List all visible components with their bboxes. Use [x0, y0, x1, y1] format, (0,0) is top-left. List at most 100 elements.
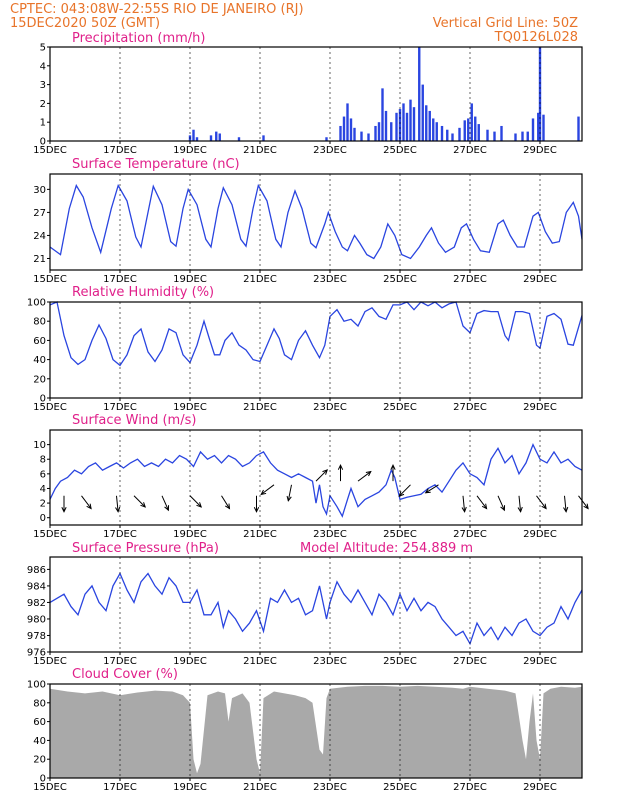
wind-ytick-label: 2: [40, 499, 46, 510]
model-altitude-label: Model Altitude: 254.889 m: [300, 541, 473, 556]
temperature-frame: [49, 173, 583, 271]
precip-bar-17: [377, 122, 381, 141]
cloud-xtick-label: 23DEC: [313, 782, 347, 793]
cloud-xtick-label: 17DEC: [103, 782, 137, 793]
precip-bar-45: [514, 133, 517, 141]
precip-bar-43: [493, 131, 496, 141]
cloud-ytick-label: 20: [33, 755, 46, 766]
precip-xtick-label: 23DEC: [313, 145, 347, 156]
temperature-series-line: [49, 183, 583, 260]
temperature-xtick-label: 17DEC: [103, 274, 137, 285]
wind-arrow-19: [517, 495, 523, 513]
pressure-xtick-label: 15DEC: [33, 656, 67, 667]
wind-arrow-0: [61, 495, 67, 513]
precip-xtick-label: 17DEC: [103, 145, 137, 156]
wind-arrow-head: [225, 503, 231, 510]
temperature-xtick-label: 15DEC: [33, 274, 67, 285]
precip-bar-3: [209, 135, 213, 141]
wind-panel: 0 2 4 6 8 10 15DEC 17DEC 19DEC 21DEC 23DEC 25DEC 27D…: [33, 429, 589, 540]
wind-arrow-shaft: [221, 495, 230, 509]
precip-bar-6: [237, 137, 241, 141]
pressure-xtick-label: 19DEC: [173, 656, 207, 667]
wind-arrow-shaft: [260, 484, 275, 495]
wind-arrow-17: [476, 495, 488, 510]
wind-arrow-shaft: [189, 495, 202, 508]
temperature-ytick-label: 24: [33, 231, 46, 242]
precip-bar-8: [325, 137, 328, 141]
cloud-ytick-label: 60: [33, 717, 46, 728]
humidity-xtick-label: 23DEC: [313, 402, 347, 413]
wind-arrow-head: [164, 505, 170, 512]
precip-xtick-label: 21DEC: [243, 145, 277, 156]
precip-bar-23: [402, 103, 405, 141]
wind-arrow-shaft: [357, 471, 372, 482]
wind-arrow-shaft: [81, 495, 92, 509]
wind-arrow-10: [315, 469, 329, 482]
pressure-ytick-label: 986: [27, 565, 46, 576]
wind-arrow-16: [461, 495, 467, 513]
precip-bar-35: [451, 133, 454, 141]
humidity-frame: [49, 301, 583, 399]
wind-arrow-head: [541, 503, 547, 510]
wind-arrow-6: [221, 495, 231, 510]
precip-ytick-label: 4: [40, 61, 46, 72]
wind-arrow-shaft: [315, 469, 328, 482]
temperature-xtick-label: 23DEC: [313, 274, 347, 285]
precip-xtick-label: 29DEC: [523, 145, 557, 156]
wind-arrow-head: [481, 503, 488, 510]
precip-bar-40: [474, 116, 477, 141]
wind-arrow-4: [161, 495, 170, 512]
wind-xtick-label: 25DEC: [383, 529, 417, 540]
precip-bar-47: [526, 131, 529, 141]
precip-bar-10: [342, 116, 346, 141]
pressure-ytick-label: 982: [27, 598, 46, 609]
precip-xtick-label: 15DEC: [33, 145, 67, 156]
cloud-xtick-label: 15DEC: [33, 782, 67, 793]
precip-bar-29: [425, 105, 428, 141]
wind-arrow-head: [253, 507, 260, 513]
pressure-xtick-label: 29DEC: [523, 656, 557, 667]
pressure-title: Surface Pressure (hPa): [72, 541, 219, 556]
humidity-ytick-label: 60: [33, 336, 46, 347]
wind-arrow-8: [260, 484, 275, 496]
precip-bar-11: [346, 103, 349, 141]
temperature-xtick-label: 19DEC: [173, 274, 207, 285]
wind-arrow-shaft: [497, 495, 505, 511]
precip-bar-5: [218, 133, 221, 141]
cloud-title: Cloud Cover (%): [72, 667, 178, 682]
humidity-ytick-label: 100: [27, 298, 46, 309]
precip-bar-36: [458, 127, 461, 141]
wind-arrow-head: [61, 507, 67, 513]
wind-arrow-head: [461, 506, 467, 513]
precip-bar-39: [470, 103, 473, 141]
wind-arrow-5: [189, 495, 203, 508]
precip-bar-1: [192, 129, 195, 141]
precip-bar-48: [531, 118, 535, 141]
temperature-ytick-label: 27: [33, 208, 46, 219]
temperature-ytick-label: 30: [33, 185, 46, 196]
wind-arrow-head: [196, 502, 203, 508]
wind-xtick-label: 27DEC: [453, 529, 487, 540]
cloud-xtick-label: 29DEC: [523, 782, 557, 793]
precip-bar-42: [486, 129, 489, 141]
wind-title: Surface Wind (m/s): [72, 413, 196, 428]
wind-arrow-shaft: [476, 495, 488, 509]
precip-bar-12: [349, 118, 353, 141]
wind-arrow-shaft: [116, 495, 119, 512]
humidity-ytick-label: 40: [33, 355, 46, 366]
precip-bar-31: [432, 118, 435, 141]
wind-arrow-9: [286, 484, 292, 502]
wind-arrow-15: [424, 484, 439, 494]
humidity-xtick-label: 17DEC: [103, 402, 137, 413]
cloud-xtick-label: 19DEC: [173, 782, 207, 793]
wind-arrow-shaft: [398, 484, 411, 497]
wind-arrow-head: [398, 491, 405, 497]
cloud-ytick-label: 80: [33, 698, 46, 709]
humidity-xtick-label: 15DEC: [33, 402, 67, 413]
wind-arrow-head: [286, 495, 292, 502]
pressure-ytick-label: 978: [27, 631, 46, 642]
wind-ytick-label: 6: [40, 469, 46, 480]
wind-arrow-head: [583, 503, 589, 510]
precip-bar-44: [500, 125, 503, 141]
